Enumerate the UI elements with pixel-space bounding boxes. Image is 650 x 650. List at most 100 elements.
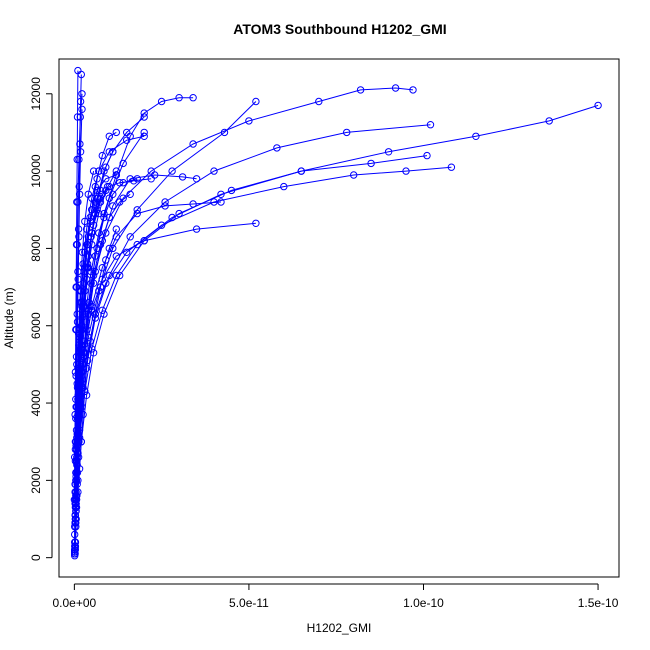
data-point	[168, 213, 176, 222]
data-point	[72, 240, 81, 249]
data-point	[98, 151, 107, 160]
data-point	[105, 271, 114, 280]
data-point	[178, 173, 187, 181]
x-tick-label: 1.0e-10	[403, 596, 444, 610]
data-point	[73, 310, 81, 318]
data-point	[161, 198, 169, 206]
data-point	[89, 167, 98, 175]
data-point	[72, 438, 80, 446]
data-point	[84, 190, 93, 199]
series-3	[71, 101, 602, 556]
data-point	[140, 237, 148, 245]
series-line	[74, 201, 222, 552]
data-point	[161, 202, 169, 210]
series-28	[71, 167, 98, 558]
data-point	[76, 399, 85, 407]
data-point	[109, 202, 117, 210]
data-point	[123, 136, 131, 144]
data-point	[112, 167, 121, 175]
y-axis: 0 2000 4000 6000 8000 10000 12000	[29, 77, 53, 561]
series-line	[73, 70, 79, 500]
data-point	[87, 233, 95, 241]
data-point	[133, 175, 141, 183]
data-point	[133, 206, 141, 214]
data-point	[86, 337, 94, 345]
data-point	[103, 182, 112, 191]
data-point	[78, 105, 86, 114]
data-point	[93, 206, 101, 214]
series-line	[74, 170, 95, 554]
data-point	[140, 128, 148, 137]
data-point	[71, 546, 79, 554]
series-line	[74, 97, 194, 547]
data-point	[89, 279, 98, 287]
data-point	[280, 182, 288, 191]
x-tick-label: 1.5e-10	[578, 596, 619, 610]
series-line	[74, 166, 452, 547]
chart-title: ATOM3 Southbound H1202_GMI	[233, 21, 446, 37]
data-point	[71, 550, 79, 558]
data-point	[175, 209, 183, 218]
data-point	[116, 198, 124, 206]
data-point	[91, 209, 100, 218]
series-layer	[70, 66, 602, 560]
series-8	[71, 198, 225, 556]
data-point	[81, 217, 89, 226]
data-point	[102, 163, 110, 171]
data-point	[88, 229, 96, 237]
data-point	[189, 140, 197, 148]
data-point	[189, 94, 197, 102]
data-point	[74, 225, 83, 233]
series-line	[74, 124, 431, 549]
data-point	[89, 271, 98, 280]
plot-area-frame	[58, 58, 620, 578]
data-point	[88, 345, 96, 353]
data-point	[74, 329, 83, 338]
data-point	[217, 198, 225, 206]
data-point	[98, 264, 107, 272]
x-tick-label: 5.0e-11	[229, 596, 269, 610]
data-point	[140, 113, 148, 121]
y-tick-label: 6000	[29, 312, 43, 339]
data-point	[350, 171, 358, 179]
data-point	[78, 302, 86, 311]
data-point	[112, 271, 121, 280]
data-point	[105, 132, 114, 141]
data-point	[105, 148, 114, 156]
data-point	[220, 128, 229, 137]
data-point	[98, 190, 107, 199]
data-point	[112, 128, 121, 137]
data-point	[119, 179, 127, 187]
series-line	[74, 155, 428, 550]
data-point	[123, 128, 131, 137]
data-point	[88, 240, 96, 249]
data-point	[343, 128, 351, 137]
data-point	[105, 244, 114, 253]
data-point	[78, 90, 86, 98]
data-point	[426, 121, 435, 129]
data-point	[119, 159, 127, 168]
data-point	[157, 97, 166, 106]
data-point	[105, 213, 114, 222]
data-point	[95, 229, 103, 237]
data-point	[133, 240, 141, 249]
data-point	[189, 200, 197, 208]
data-point	[140, 132, 148, 141]
data-point	[545, 117, 553, 125]
data-point	[72, 499, 80, 508]
data-point	[140, 109, 148, 117]
data-point	[89, 349, 98, 357]
data-point	[123, 248, 131, 257]
data-point	[168, 167, 176, 175]
data-point	[102, 175, 110, 183]
data-point	[192, 175, 201, 183]
data-point	[217, 190, 225, 199]
data-point	[74, 449, 82, 457]
x-axis-label: H1202_GMI	[307, 621, 372, 635]
data-point	[98, 306, 107, 314]
series-29	[71, 190, 134, 554]
y-axis-label: Altitude (m)	[2, 287, 16, 348]
data-point	[297, 167, 305, 175]
data-point	[96, 194, 105, 202]
